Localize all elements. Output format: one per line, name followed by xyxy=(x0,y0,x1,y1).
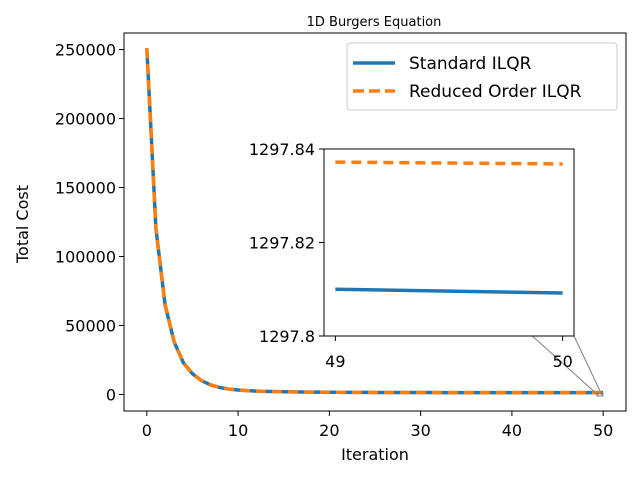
x-axis-label: Iteration xyxy=(341,445,409,464)
y-axis-label: Total Cost xyxy=(13,185,32,264)
y-tick-label: 200000 xyxy=(55,110,116,129)
inset-plot: 49 50 1297.84 1297.82 1297.8 xyxy=(249,140,575,371)
main-plot: 0 10 20 30 40 50 0 50000 100000 150000 200000 2500… xyxy=(55,32,627,440)
x-tick-label: 0 xyxy=(142,421,152,440)
legend-label-standard: Standard ILQR xyxy=(409,54,532,74)
inset-background xyxy=(324,149,574,336)
y-tick-label: 150000 xyxy=(55,179,116,198)
inset-y-tick-label: 1297.8 xyxy=(259,327,315,346)
inset-frame xyxy=(323,148,575,337)
legend: Standard ILQR Reduced Order ILQR xyxy=(346,42,618,111)
zoom-region-marker xyxy=(596,392,604,397)
legend-box xyxy=(346,42,618,111)
chart-title: 1D Burgers Equation xyxy=(307,15,442,30)
inset-x-tick-label: 50 xyxy=(552,352,572,371)
x-tick-label: 40 xyxy=(502,421,522,440)
inset-y-tick-label: 1297.82 xyxy=(249,234,315,253)
x-tick-label: 10 xyxy=(228,421,248,440)
x-tick-label: 50 xyxy=(593,421,613,440)
series-line-reduced-order-ilqr xyxy=(145,48,604,395)
inset-series-line-reduced-order-ilqr xyxy=(335,160,563,166)
y-tick-label: 100000 xyxy=(55,247,116,266)
inset-series-line-standard-ilqr xyxy=(335,287,563,295)
legend-label-reduced: Reduced Order ILQR xyxy=(409,82,582,102)
inset-y-tick-label: 1297.84 xyxy=(249,140,315,159)
x-tick-label: 20 xyxy=(319,421,339,440)
inset-connector-2 xyxy=(573,335,603,396)
y-tick-label: 250000 xyxy=(55,41,116,60)
y-tick-label: 0 xyxy=(106,385,116,404)
inset-x-tick-label: 49 xyxy=(325,352,345,371)
x-tick-label: 30 xyxy=(410,421,430,440)
y-tick-label: 50000 xyxy=(65,316,116,335)
plot-frame xyxy=(123,32,627,412)
